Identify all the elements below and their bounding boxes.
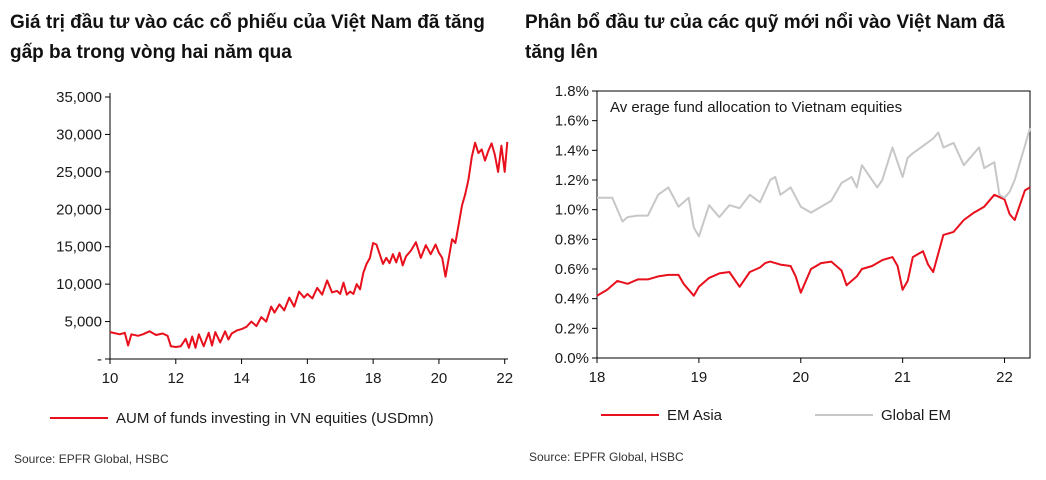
y-tick-label: 15,000 (56, 239, 102, 256)
y-tick-label: 0.6% (555, 261, 589, 278)
y-tick-label: 25,000 (56, 164, 102, 181)
chart-panel-aum: Giá trị đầu tư vào các cổ phiếu của Việt… (0, 0, 515, 480)
y-tick-label: 1.6% (555, 113, 589, 130)
y-tick-label: 0.4% (555, 291, 589, 308)
y-tick-label: 0.2% (555, 320, 589, 337)
x-tick-label: 20 (431, 370, 448, 387)
series-line (596, 186, 1031, 297)
y-tick-label: 5,000 (64, 314, 102, 331)
y-tick-label: 0.8% (555, 231, 589, 248)
x-tick-label: 21 (894, 369, 911, 386)
legend-label: EM Asia (667, 407, 723, 424)
y-tick-label: 10,000 (56, 276, 102, 293)
x-tick-label: 22 (996, 369, 1013, 386)
x-tick-label: 16 (299, 370, 316, 387)
y-tick-label: 35,000 (56, 89, 102, 106)
y-tick-label: 1.0% (555, 202, 589, 219)
y-tick-label: - (97, 351, 102, 368)
chart-title: Phân bổ đầu tư của các quỹ mới nổi vào V… (525, 12, 1005, 63)
y-tick-label: 1.2% (555, 172, 589, 189)
legend-label: Global EM (881, 407, 951, 424)
y-tick-label: 20,000 (56, 201, 102, 218)
x-tick-label: 20 (792, 369, 809, 386)
plot-title: Av erage fund allocation to Vietnam equi… (610, 99, 902, 116)
x-tick-label: 19 (691, 369, 708, 386)
y-tick-label: 1.4% (555, 142, 589, 159)
x-tick-label: 22 (496, 370, 513, 387)
x-tick-label: 18 (589, 369, 606, 386)
y-tick-label: 30,000 (56, 126, 102, 143)
plot-frame (596, 90, 1031, 359)
x-tick-label: 10 (102, 370, 119, 387)
series-line (597, 127, 1031, 238)
series-line (109, 141, 509, 349)
x-tick-label: 12 (167, 370, 184, 387)
aum-line-chart: - 5,000 10,000 15,000 20,000 25,000 30,000 35,0… (50, 89, 513, 427)
y-tick-label: 0.0% (555, 350, 589, 367)
chart-panel-allocation: Phân bổ đầu tư của các quỹ mới nổi vào V… (515, 0, 1046, 480)
source-note: Source: EPFR Global, HSBC (14, 452, 169, 466)
allocation-line-chart: 0.0% 0.2% 0.4% 0.6% 0.8% 1.0% 1.2% 1.4% 1.6% 1.8%… (555, 83, 1031, 424)
x-tick-label: 14 (233, 370, 250, 387)
source-note: Source: EPFR Global, HSBC (529, 450, 684, 464)
y-tick-label: 1.8% (555, 83, 589, 100)
x-tick-label: 18 (365, 370, 382, 387)
legend-label: AUM of funds investing in VN equities (U… (116, 410, 434, 427)
chart-title: Giá trị đầu tư vào các cổ phiếu của Việt… (10, 12, 485, 63)
